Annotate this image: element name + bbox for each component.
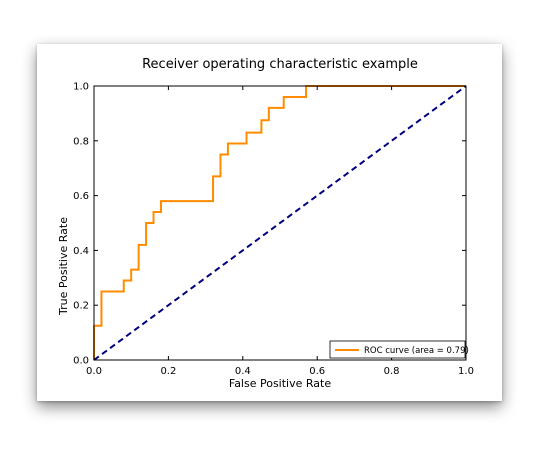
roc-chart: 0.0 0.2 0.4 0.6 0.8 1.0 0.0 0.2 0.4 0.6 0.8 1.0 Re…	[57, 57, 474, 390]
chart-card: 0.0 0.2 0.4 0.6 0.8 1.0 0.0 0.2 0.4 0.6 0.8 1.0 Re…	[37, 44, 502, 401]
diagonal-reference-line	[93, 85, 467, 361]
y-tick-label: 0.8	[73, 136, 89, 147]
y-axis-ticks: 0.0 0.2 0.4 0.6 0.8 1.0	[73, 82, 466, 367]
x-tick-label: 1.0	[458, 366, 474, 377]
y-tick-label: 0.0	[73, 356, 89, 367]
x-tick-label: 0.6	[309, 366, 325, 377]
x-tick-label: 0.2	[160, 366, 176, 377]
chart-title: Receiver operating characteristic exampl…	[142, 57, 418, 72]
x-tick-label: 0.4	[235, 366, 251, 377]
y-tick-label: 0.2	[73, 301, 89, 312]
plot-frame	[93, 85, 467, 361]
legend: ROC curve (area = 0.79)	[329, 340, 469, 359]
y-tick-label: 0.4	[73, 246, 89, 257]
y-axis-label: True Positive Rate	[57, 217, 70, 316]
legend-label: ROC curve (area = 0.79)	[364, 346, 469, 356]
y-tick-label: 1.0	[73, 82, 89, 93]
x-tick-label: 0.8	[384, 366, 400, 377]
y-tick-label: 0.6	[73, 191, 89, 202]
x-tick-label: 0.0	[86, 366, 102, 377]
x-axis-ticks: 0.0 0.2 0.4 0.6 0.8 1.0	[86, 86, 474, 377]
plot-area	[93, 85, 467, 361]
roc-curve-line	[93, 85, 466, 360]
legend-box	[329, 340, 466, 359]
x-axis-label: False Positive Rate	[229, 377, 331, 390]
